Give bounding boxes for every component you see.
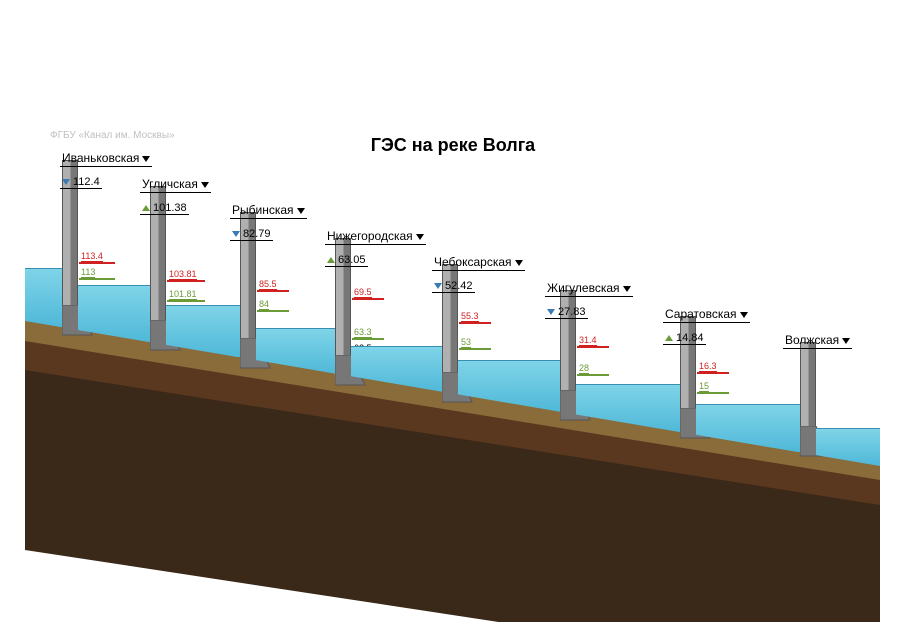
upper-level-value: 112.4 [73, 176, 100, 188]
chevron-down-icon [515, 260, 523, 266]
upper-level[interactable]: 14.84 [663, 332, 706, 345]
level-mark-line [257, 310, 289, 312]
chevron-down-icon [842, 338, 850, 344]
station-name-text: Волжская [785, 333, 839, 347]
level-mark-line [577, 374, 609, 376]
upper-level-value: 14.84 [676, 332, 704, 344]
chevron-down-icon [297, 208, 305, 214]
chevron-down-icon [623, 286, 631, 292]
level-mark-value: 85.5 [259, 279, 277, 290]
level-mark-line [697, 392, 729, 394]
upper-level-value: 101.38 [153, 202, 187, 214]
station-name[interactable]: Чебоксарская [432, 254, 525, 271]
station-name[interactable]: Рыбинская [230, 202, 307, 219]
level-mark-line [352, 298, 384, 300]
trend-down-icon [547, 309, 555, 315]
upper-level[interactable]: 82.79 [230, 228, 273, 241]
chevron-down-icon [740, 312, 748, 318]
station-name[interactable]: Нижегородская [325, 228, 426, 245]
trend-down-icon [232, 231, 240, 237]
station-name-text: Нижегородская [327, 229, 413, 243]
level-mark-value: 113 [81, 267, 95, 278]
trend-down-icon [62, 179, 70, 185]
upper-level[interactable]: 63.05 [325, 254, 368, 267]
level-mark-line [257, 290, 289, 292]
level-mark-value: 84 [259, 299, 269, 310]
level-mark-value: 55.3 [461, 311, 479, 322]
level-mark-value: 15 [699, 381, 709, 392]
level-mark-line [697, 372, 729, 374]
upper-level[interactable]: 52.42 [432, 280, 475, 293]
level-mark-line [577, 346, 609, 348]
level-mark-value: 69.5 [354, 287, 372, 298]
trend-down-icon [434, 283, 442, 289]
level-mark-value: 103.81 [169, 269, 197, 280]
trend-up-icon [142, 205, 150, 211]
station-name-text: Угличская [142, 177, 198, 191]
chevron-down-icon [201, 182, 209, 188]
level-mark-line [352, 338, 384, 340]
level-mark-value: 28 [579, 363, 589, 374]
level-mark-value: 113.4 [81, 251, 103, 262]
level-mark-line [459, 348, 491, 350]
watermark: ФГБУ «Канал им. Москвы» [50, 130, 175, 141]
level-mark-value: 101.81 [169, 289, 197, 300]
trend-up-icon [327, 257, 335, 263]
level-mark-line [79, 262, 115, 264]
chevron-down-icon [142, 156, 150, 162]
station-name-text: Жигулевская [547, 281, 620, 295]
upper-level[interactable]: 112.4 [60, 176, 102, 189]
upper-level-value: 27.83 [558, 306, 586, 318]
trend-up-icon [665, 335, 673, 341]
station-name[interactable]: Волжская [783, 332, 852, 349]
level-mark-line [167, 280, 205, 282]
upper-level[interactable]: 101.38 [140, 202, 189, 215]
upper-level-value: 52.42 [445, 280, 473, 292]
station-name[interactable]: Жигулевская [545, 280, 633, 297]
level-mark-value: 31.4 [579, 335, 597, 346]
level-mark-value: 53 [461, 337, 471, 348]
main-title: ГЭС на реке Волга [371, 135, 535, 156]
level-mark-line [79, 278, 115, 280]
station-name[interactable]: Иваньковская [60, 150, 152, 167]
upper-level-value: 82.79 [243, 228, 271, 240]
station-name[interactable]: Угличская [140, 176, 211, 193]
station-name[interactable]: Саратовская [663, 306, 750, 323]
station-name-text: Чебоксарская [434, 255, 512, 269]
chevron-down-icon [416, 234, 424, 240]
upper-level[interactable]: 27.83 [545, 306, 588, 319]
level-mark-value: 16.3 [699, 361, 717, 372]
level-mark-line [167, 300, 205, 302]
station-name-text: Рыбинская [232, 203, 294, 217]
station-name-text: Иваньковская [62, 151, 139, 165]
level-mark-value: 63.3 [354, 327, 372, 338]
station-name-text: Саратовская [665, 307, 737, 321]
upper-level-value: 63.05 [338, 254, 366, 266]
level-mark-line [459, 322, 491, 324]
reservoir-water [25, 268, 62, 327]
